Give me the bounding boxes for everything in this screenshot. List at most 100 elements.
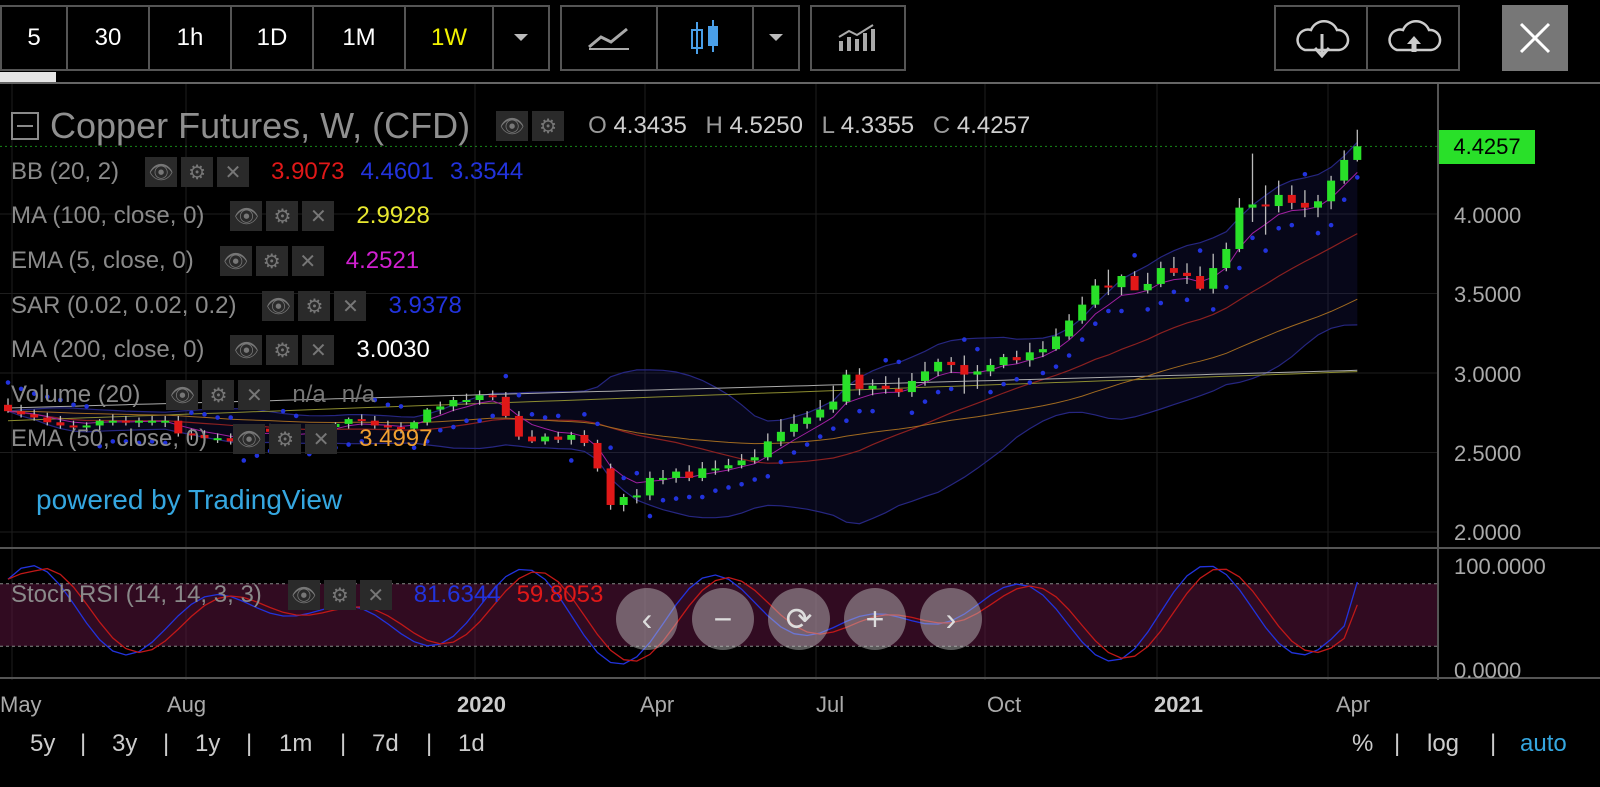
indicator-value: 3.4997 bbox=[359, 425, 433, 452]
sar-dot bbox=[909, 410, 915, 416]
interval-1d-button[interactable]: 1D bbox=[230, 5, 314, 71]
price-axis-label: 4.0000 bbox=[1454, 203, 1522, 228]
candle-body bbox=[1340, 159, 1349, 181]
close-button[interactable] bbox=[1502, 5, 1568, 71]
range-1y-button[interactable]: 1y bbox=[195, 730, 221, 757]
gear-icon[interactable]: ⚙ bbox=[266, 201, 299, 231]
high-value: 4.5250 bbox=[729, 112, 803, 139]
eye-icon[interactable]: 👁 bbox=[145, 157, 178, 187]
sar-dot bbox=[385, 402, 391, 408]
gear-icon[interactable]: ⚙ bbox=[255, 246, 288, 276]
sar-dot bbox=[503, 373, 509, 379]
interval-dropdown-button[interactable] bbox=[492, 5, 550, 71]
sar-dot bbox=[123, 439, 129, 444]
interval-30-button[interactable]: 30 bbox=[66, 5, 150, 71]
powered-by-link[interactable]: powered by TradingView bbox=[36, 484, 343, 515]
close-icon[interactable]: ✕ bbox=[291, 246, 324, 276]
stoch-band-fill bbox=[0, 583, 1438, 647]
candle-body bbox=[554, 436, 563, 440]
close-icon[interactable]: ✕ bbox=[238, 380, 271, 410]
eye-icon[interactable]: 👁 bbox=[262, 291, 295, 321]
log-scale-button[interactable]: log bbox=[1427, 730, 1460, 757]
candles-chart-button[interactable] bbox=[656, 5, 754, 71]
candle-body bbox=[1091, 285, 1100, 305]
candle-body bbox=[685, 471, 694, 478]
percent-scale-button[interactable]: % bbox=[1352, 730, 1374, 757]
scroll-right-button[interactable]: › bbox=[920, 588, 982, 650]
indicator-controls: 👁 ⚙ ✕ bbox=[262, 291, 367, 321]
auto-scale-button[interactable]: auto bbox=[1520, 730, 1567, 757]
candle-body bbox=[357, 419, 366, 422]
interval-1m-button[interactable]: 1M bbox=[312, 5, 406, 71]
eye-icon[interactable]: 👁 bbox=[230, 201, 263, 231]
zoom-out-button[interactable]: − bbox=[692, 588, 754, 650]
indicator-value: 3.9073 bbox=[271, 158, 345, 185]
range-5y-button[interactable]: 5y bbox=[30, 730, 56, 757]
stoch-axis-label: 0.0000 bbox=[1454, 658, 1522, 683]
gear-icon[interactable]: ⚙ bbox=[532, 111, 565, 141]
indicators-button[interactable] bbox=[810, 5, 906, 71]
separator: | bbox=[1394, 730, 1401, 757]
indicator-controls: 👁 ⚙ ✕ bbox=[230, 335, 335, 365]
gear-icon[interactable]: ⚙ bbox=[298, 291, 331, 321]
line-chart-button[interactable] bbox=[560, 5, 658, 71]
close-icon[interactable]: ✕ bbox=[302, 335, 335, 365]
eye-icon[interactable]: 👁 bbox=[496, 111, 529, 141]
sar-dot bbox=[1184, 297, 1190, 303]
sar-dot bbox=[647, 513, 653, 519]
candle-body bbox=[383, 425, 392, 428]
indicator-legend-row: MA (200, close, 0) 👁 ⚙ ✕ 3.0030 bbox=[11, 333, 446, 367]
reset-button[interactable]: ⟳ bbox=[768, 588, 830, 650]
eye-icon[interactable]: 👁 bbox=[287, 580, 320, 610]
sar-dot bbox=[1263, 248, 1268, 253]
close-icon[interactable]: ✕ bbox=[305, 424, 338, 454]
eye-icon[interactable]: 👁 bbox=[233, 424, 266, 454]
time-axis-label: Apr bbox=[640, 692, 675, 717]
close-icon[interactable]: ✕ bbox=[359, 580, 392, 610]
sar-dot bbox=[1276, 226, 1281, 231]
close-icon bbox=[1519, 22, 1551, 54]
candle-body bbox=[1222, 248, 1231, 269]
gear-icon[interactable]: ⚙ bbox=[202, 380, 235, 410]
gear-icon[interactable]: ⚙ bbox=[266, 335, 299, 365]
candle-body bbox=[659, 477, 667, 480]
candle-body bbox=[1143, 283, 1152, 291]
zoom-in-button[interactable]: + bbox=[844, 588, 906, 650]
range-3y-button[interactable]: 3y bbox=[112, 730, 138, 757]
gear-icon[interactable]: ⚙ bbox=[323, 580, 356, 610]
close-icon[interactable]: ✕ bbox=[334, 291, 367, 321]
eye-icon[interactable]: 👁 bbox=[219, 246, 252, 276]
candle-body bbox=[121, 420, 130, 423]
candle-body bbox=[462, 400, 471, 403]
interval-5-button[interactable]: 5 bbox=[0, 5, 68, 71]
close-icon[interactable]: ✕ bbox=[217, 157, 250, 187]
eye-icon[interactable]: 👁 bbox=[166, 380, 199, 410]
indicator-name: SAR (0.02, 0.02, 0.2) bbox=[11, 292, 237, 319]
range-1d-button[interactable]: 1d bbox=[458, 730, 485, 757]
interval-1h-button[interactable]: 1h bbox=[148, 5, 232, 71]
candle-body bbox=[108, 420, 117, 423]
stoch-rsi-pane bbox=[0, 565, 1438, 665]
sar-dot bbox=[582, 412, 587, 417]
gear-icon[interactable]: ⚙ bbox=[269, 424, 302, 454]
scroll-left-button[interactable]: ‹ bbox=[616, 588, 678, 650]
cloud-download-button[interactable] bbox=[1274, 5, 1368, 71]
sar-dot bbox=[948, 386, 954, 392]
sar-dot bbox=[1250, 235, 1255, 241]
range-1m-button[interactable]: 1m bbox=[279, 730, 313, 757]
range-7d-button[interactable]: 7d bbox=[372, 730, 399, 757]
chart-canvas[interactable] bbox=[0, 84, 1600, 704]
sar-dot bbox=[1289, 222, 1295, 228]
close-icon[interactable]: ✕ bbox=[302, 201, 335, 231]
candle-body bbox=[999, 357, 1008, 366]
collapse-icon[interactable] bbox=[10, 111, 40, 141]
gear-icon[interactable]: ⚙ bbox=[181, 157, 214, 187]
chart-type-dropdown-button[interactable] bbox=[752, 5, 800, 71]
candle-body bbox=[698, 468, 707, 478]
indicator-name: Volume (20) bbox=[11, 381, 141, 408]
sar-dot bbox=[424, 439, 430, 444]
eye-icon[interactable]: 👁 bbox=[230, 335, 263, 365]
cloud-upload-button[interactable] bbox=[1366, 5, 1460, 71]
candle-body bbox=[148, 420, 157, 423]
interval-1w-button[interactable]: 1W bbox=[404, 5, 494, 71]
